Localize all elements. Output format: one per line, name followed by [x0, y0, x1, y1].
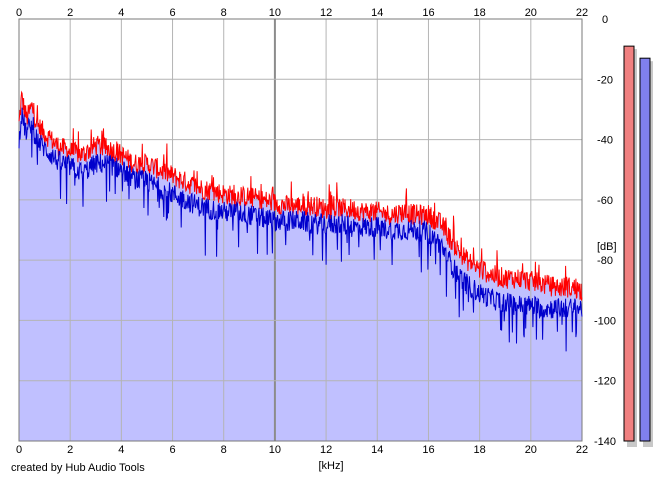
x-tick-label-top: 4	[118, 7, 124, 19]
x-tick-label-bottom: 12	[320, 444, 332, 456]
x-tick-label-bottom: 14	[371, 444, 383, 456]
y-tick-label: -80	[597, 255, 613, 267]
plot-area	[19, 92, 582, 442]
x-tick-label-top: 10	[269, 7, 281, 19]
x-tick-labels-bottom: 0 2 4 6 8 10 12 14 16 18 20 22	[16, 444, 588, 456]
x-tick-label-bottom: 16	[422, 444, 434, 456]
y-tick-label: -100	[594, 315, 616, 327]
y-axis-label: [dB]	[597, 241, 617, 253]
x-tick-label-top: 18	[474, 7, 486, 19]
x-tick-label-bottom: 18	[474, 444, 486, 456]
plot-border	[18, 18, 583, 442]
y-tick-label: -60	[597, 195, 613, 207]
spectrum-area	[19, 92, 582, 442]
x-tick-label-bottom: 4	[118, 444, 124, 456]
x-tick-label-top: 22	[576, 7, 588, 19]
x-tick-label-bottom: 10	[269, 444, 281, 456]
x-tick-label-bottom: 8	[221, 444, 227, 456]
x-tick-label-top: 2	[67, 7, 73, 19]
x-tick-label-bottom: 6	[169, 444, 175, 456]
x-tick-label-bottom: 20	[525, 444, 537, 456]
x-tick-label-top: 8	[221, 7, 227, 19]
y-tick-label: -140	[594, 436, 616, 448]
x-tick-label-top: 14	[371, 7, 383, 19]
x-tick-label-top: 16	[422, 7, 434, 19]
x-tick-label-bottom: 0	[16, 444, 22, 456]
y-tick-labels: 0 -20 -40 -60 -80 -100 -120 -140	[594, 14, 616, 448]
y-tick-label: 0	[602, 14, 608, 26]
meter-right-bar	[639, 57, 651, 442]
x-tick-label-top: 20	[525, 7, 537, 19]
footer-credit: created by Hub Audio Tools	[11, 462, 145, 474]
x-tick-label-top: 0	[16, 7, 22, 19]
y-tick-label: -120	[594, 376, 616, 388]
grid	[18, 18, 583, 442]
y-tick-label: -40	[597, 135, 613, 147]
x-tick-label-top: 12	[320, 7, 332, 19]
x-tick-label-bottom: 22	[576, 444, 588, 456]
x-tick-label-top: 6	[169, 7, 175, 19]
x-tick-label-bottom: 2	[67, 444, 73, 456]
meter-left-bar	[623, 45, 635, 442]
series-group	[18, 90, 583, 352]
x-tick-labels-top: 0 2 4 6 8 10 12 14 16 18 20 22	[16, 7, 588, 19]
level-meters	[623, 45, 653, 447]
y-tick-label: -20	[597, 74, 613, 86]
series-right-channel-line	[18, 107, 583, 352]
x-axis-label: [kHz]	[318, 460, 343, 472]
